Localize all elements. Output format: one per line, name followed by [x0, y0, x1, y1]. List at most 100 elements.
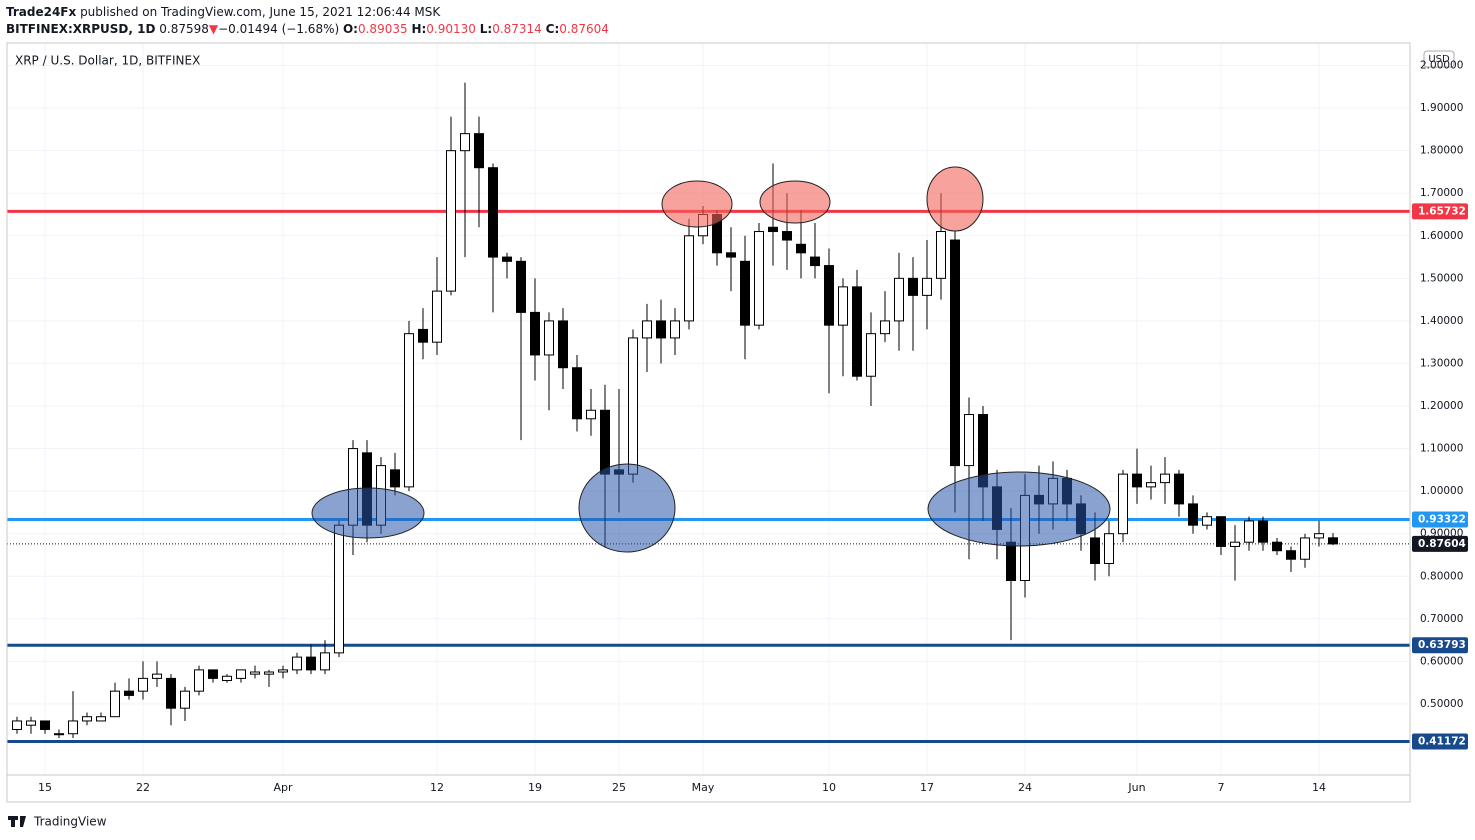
x-tick-label: 15 — [38, 781, 52, 794]
x-tick-label: 12 — [430, 781, 444, 794]
ellipse — [661, 180, 733, 228]
candle-body — [824, 265, 834, 326]
published: published on TradingView.com, June 15, 2… — [76, 5, 441, 19]
candle-body — [1174, 473, 1184, 505]
candle-body — [530, 311, 540, 356]
candle-body — [894, 277, 904, 322]
candle-body — [222, 675, 232, 682]
level-label: 1.65732 — [1418, 205, 1466, 217]
candle-body — [516, 260, 526, 313]
candle-body — [656, 320, 666, 339]
l-label: L: — [479, 22, 493, 36]
open: 0.89035 — [357, 22, 408, 36]
candle-body — [1286, 550, 1296, 560]
y-tick-label: 0.80000 — [1420, 570, 1463, 582]
h-label: H: — [411, 22, 427, 36]
arrow: ▼ — [208, 22, 219, 36]
ellipse — [926, 166, 984, 232]
candle-body — [1104, 533, 1114, 564]
candle-body — [1216, 516, 1226, 547]
level-label: 0.93322 — [1418, 514, 1466, 526]
candle-body — [502, 256, 512, 262]
x-tick-label: May — [692, 781, 715, 794]
y-tick-label: 1.60000 — [1420, 230, 1463, 242]
candle-body — [782, 231, 792, 241]
y-tick-label: 1.50000 — [1420, 272, 1463, 284]
y-tick-label: 0.70000 — [1420, 613, 1463, 625]
candle-body — [740, 260, 750, 326]
level-label: 0.63793 — [1418, 639, 1466, 651]
level-badge — [1412, 511, 1468, 528]
currency: USD — [1428, 54, 1450, 65]
brand: TradingView — [33, 815, 107, 829]
candle-body — [1160, 473, 1170, 484]
y-tick-label: 1.30000 — [1420, 357, 1463, 369]
low: 0.87314 — [492, 22, 542, 36]
currency-badge — [1423, 50, 1455, 68]
candle-body — [1300, 537, 1310, 560]
candle-body — [908, 277, 918, 296]
candle-body — [1314, 533, 1324, 539]
candle-body — [208, 669, 218, 679]
candle-body — [292, 656, 302, 671]
candle-body — [68, 720, 78, 735]
symbol: BITFINEX:XRPUSD, 1D — [6, 22, 156, 36]
candle-body — [572, 367, 582, 420]
level-label: 0.41172 — [1418, 735, 1466, 747]
candle-body — [390, 469, 400, 488]
annotations — [311, 166, 1111, 553]
y-tick-label: 1.40000 — [1420, 315, 1463, 327]
candle-body — [152, 673, 162, 679]
candle-body — [754, 231, 764, 326]
candle-body — [628, 337, 638, 475]
candle-body — [684, 235, 694, 322]
candle-body — [880, 320, 890, 335]
candle-body — [82, 716, 92, 722]
x-tick-label: 22 — [136, 781, 150, 794]
candle-body — [194, 669, 204, 692]
header: Trade24Fx published on TradingView.com, … — [6, 4, 609, 38]
time-axis — [6, 774, 1411, 803]
x-tick-label: Apr — [273, 781, 293, 794]
candle-body — [810, 256, 820, 267]
candle-body — [236, 669, 246, 679]
high: 0.90130 — [426, 22, 476, 36]
chart-title: XRP / U.S. Dollar, 1D, BITFINEX — [15, 54, 200, 68]
candle-body — [110, 690, 120, 718]
candle-body — [1328, 537, 1338, 545]
ellipse — [578, 463, 676, 553]
x-tick-label: 25 — [612, 781, 626, 794]
candle-body — [418, 328, 428, 343]
candle-body — [1132, 473, 1142, 488]
x-tick-label: 7 — [1218, 781, 1225, 794]
candle-body — [180, 690, 190, 709]
candle-body — [166, 677, 176, 709]
x-tick-label: 14 — [1312, 781, 1326, 794]
candle-body — [320, 652, 330, 671]
last: 0.87598 — [159, 22, 209, 36]
y-tick-label: 1.80000 — [1420, 145, 1463, 157]
candle-body — [124, 690, 134, 696]
candle-body — [278, 669, 288, 673]
ellipse — [311, 487, 425, 539]
candle-body — [96, 716, 106, 722]
candle-body — [1258, 520, 1268, 543]
candle-body — [1188, 503, 1198, 526]
change: −0.01494 (−1.68%) — [218, 22, 340, 36]
candle-body — [726, 252, 736, 258]
y-tick-label: 2.00000 — [1420, 60, 1463, 72]
author: Trade24Fx — [6, 5, 77, 19]
candle-body — [488, 167, 498, 258]
candle-body — [264, 671, 274, 675]
candle-body — [838, 286, 848, 326]
candle-body — [1244, 520, 1254, 543]
x-tick-label: 24 — [1018, 781, 1032, 794]
candle-body — [964, 414, 974, 467]
ellipse — [927, 471, 1111, 547]
y-tick-label: 1.10000 — [1420, 443, 1463, 455]
candle-body — [1006, 541, 1016, 582]
candle-body — [474, 133, 484, 169]
y-tick-label: 0.50000 — [1420, 698, 1463, 710]
candle-body — [54, 733, 64, 736]
